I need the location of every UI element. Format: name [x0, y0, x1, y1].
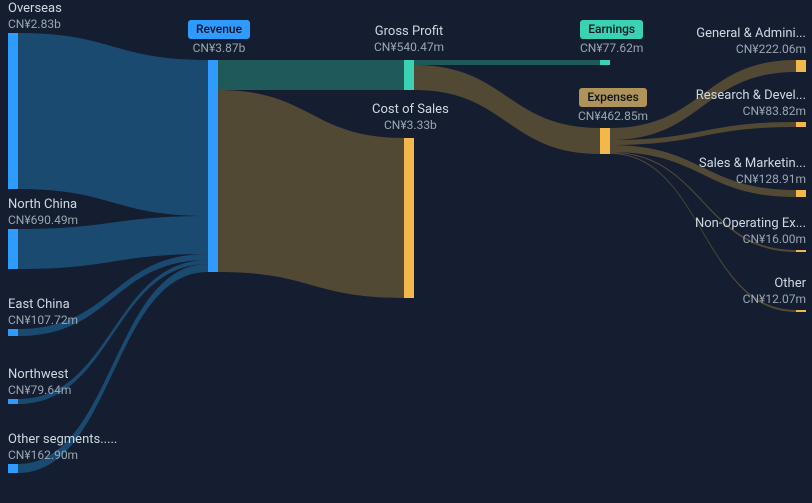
- label-value: CN¥79.64m: [8, 383, 71, 398]
- label-text: Northwest: [8, 367, 68, 382]
- value-earnings: CN¥77.62m: [580, 41, 643, 56]
- label-value: CN¥128.91m: [699, 172, 806, 187]
- label-text: Non-Operating Ex...: [695, 216, 806, 231]
- tag-expenses[interactable]: Expenses: [579, 88, 646, 107]
- label-value: CN¥540.47m: [374, 40, 444, 55]
- label-value: CN¥690.49m: [8, 213, 78, 228]
- label-sales_mkt: Sales & Marketin...CN¥128.91m: [699, 156, 806, 187]
- sankey-link: [18, 33, 208, 216]
- label-text: Sales & Marketin...: [699, 156, 806, 171]
- sankey-link: [218, 60, 404, 90]
- label-value: CN¥2.83b: [8, 17, 62, 32]
- label-value: CN¥162.90m: [8, 448, 117, 463]
- label-gen_admin: General & Admini...CN¥222.06m: [696, 26, 806, 57]
- label-revenue: Revenue CN¥3.87b: [188, 20, 250, 56]
- node-sales_mkt[interactable]: [796, 190, 806, 197]
- label-non_op: Non-Operating Ex...CN¥16.00m: [695, 216, 806, 247]
- label-text: Other segments.....: [8, 432, 117, 447]
- label-text: Research & Devel...: [696, 88, 806, 103]
- label-text: North China: [8, 197, 77, 212]
- label-gross-profit: Gross ProfitCN¥540.47m: [374, 24, 444, 55]
- value-revenue: CN¥3.87b: [188, 41, 250, 56]
- node-east_china[interactable]: [8, 329, 18, 336]
- value-expenses: CN¥462.85m: [578, 109, 648, 124]
- label-northwest: NorthwestCN¥79.64m: [8, 367, 71, 398]
- node-cost-of-sales[interactable]: [404, 138, 414, 298]
- label-expenses: Expenses CN¥462.85m: [578, 88, 648, 124]
- sankey-chart: [0, 0, 812, 503]
- label-text: Other: [774, 276, 806, 291]
- label-other_seg: Other segments.....CN¥162.90m: [8, 432, 117, 463]
- tag-revenue[interactable]: Revenue: [188, 20, 250, 39]
- label-value: CN¥12.07m: [743, 292, 806, 307]
- label-value: CN¥83.82m: [696, 104, 806, 119]
- node-r_and_d[interactable]: [796, 122, 806, 127]
- label-cost-of-sales: Cost of SalesCN¥3.33b: [372, 102, 449, 133]
- label-text: Overseas: [8, 1, 62, 16]
- label-value: CN¥16.00m: [695, 232, 806, 247]
- label-value: CN¥222.06m: [696, 42, 806, 57]
- label-value: CN¥107.72m: [8, 313, 78, 328]
- label-text: East China: [8, 297, 70, 312]
- label-overseas: OverseasCN¥2.83b: [8, 1, 62, 32]
- node-earnings[interactable]: [600, 60, 610, 65]
- label-text: Gross Profit: [375, 24, 444, 39]
- label-earnings: Earnings CN¥77.62m: [580, 20, 643, 56]
- label-text: Cost of Sales: [372, 102, 449, 117]
- label-east_china: East ChinaCN¥107.72m: [8, 297, 78, 328]
- node-gross-profit[interactable]: [404, 60, 414, 90]
- node-other_exp[interactable]: [796, 310, 806, 312]
- node-north_china[interactable]: [8, 229, 18, 269]
- node-other_seg[interactable]: [8, 464, 18, 473]
- node-gen_admin[interactable]: [796, 60, 806, 72]
- tag-earnings[interactable]: Earnings: [580, 20, 643, 39]
- node-overseas[interactable]: [8, 33, 18, 189]
- label-other_exp: OtherCN¥12.07m: [743, 276, 806, 307]
- label-north_china: North ChinaCN¥690.49m: [8, 197, 78, 228]
- node-northwest[interactable]: [8, 399, 18, 404]
- label-value: CN¥3.33b: [372, 118, 449, 133]
- sankey-link: [414, 60, 600, 65]
- node-revenue[interactable]: [208, 60, 218, 272]
- label-r_and_d: Research & Devel...CN¥83.82m: [696, 88, 806, 119]
- node-expenses[interactable]: [600, 128, 610, 154]
- label-text: General & Admini...: [696, 26, 806, 41]
- node-non_op[interactable]: [796, 250, 806, 252]
